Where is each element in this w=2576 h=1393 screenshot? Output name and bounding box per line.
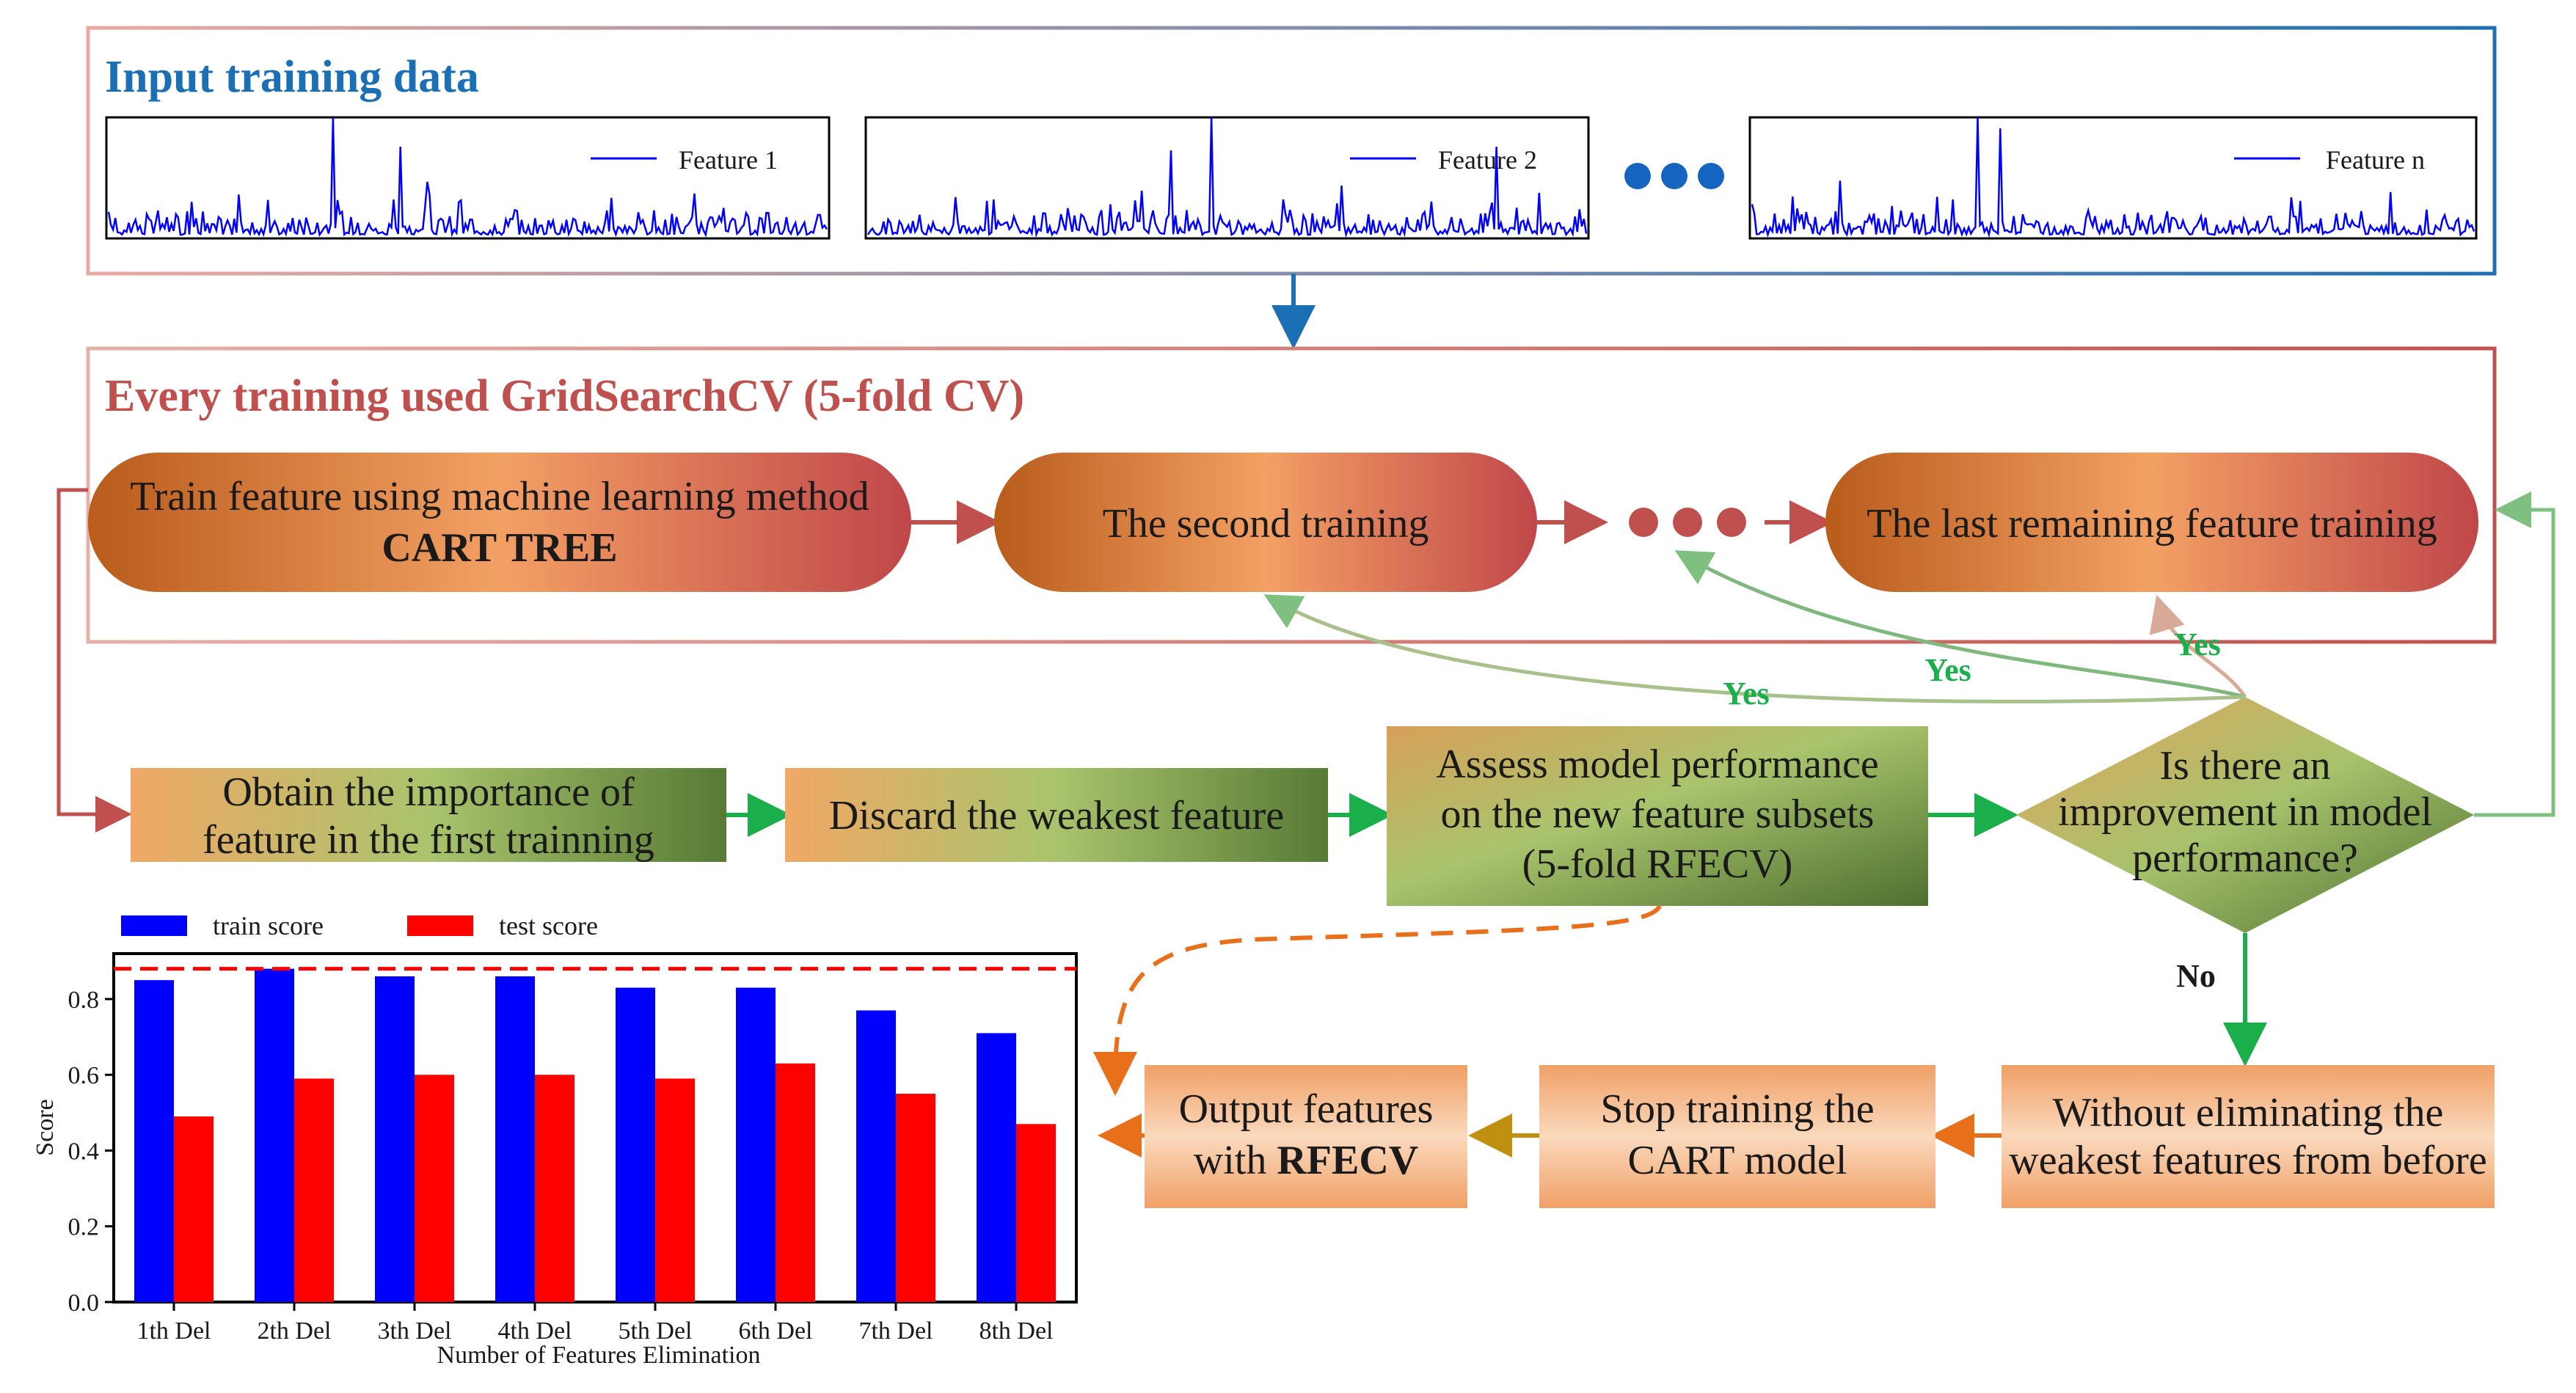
- without-node: Without eliminating the weakest features…: [2002, 1065, 2495, 1208]
- without-line1: Without eliminating the: [2053, 1090, 2444, 1136]
- legend-train-swatch: [121, 915, 187, 936]
- feature-1-legend-label: Feature 1: [679, 145, 778, 175]
- chart-legend: train score test score: [121, 911, 598, 940]
- y-tick-label: 0.6: [68, 1062, 100, 1089]
- train-bar-8: [977, 1033, 1016, 1302]
- yes-to-last-training-arrow: [2149, 594, 2247, 698]
- x-tick-label: 6th Del: [738, 1317, 812, 1345]
- training-section-title: Every training used GridSearchCV (5-fold…: [105, 371, 1024, 421]
- train-bar-6: [736, 987, 776, 1302]
- y-tick-label: 0.2: [68, 1214, 100, 1241]
- x-tick-label: 8th Del: [979, 1317, 1053, 1345]
- importance-line2: feature in the first trainning: [202, 817, 654, 863]
- y-axis-label: Score: [32, 1099, 59, 1155]
- first-training-line2: CART TREE: [382, 525, 617, 571]
- decision-line3: performance?: [2132, 836, 2358, 881]
- no-label: No: [2176, 958, 2216, 994]
- assess-to-chart-dashed-arrow: [1093, 904, 1662, 1096]
- assess-node: Assess model performance on the new feat…: [1387, 726, 1928, 906]
- y-axis-ticks: 0.0 0.2 0.4 0.6 0.8: [68, 987, 114, 1317]
- decision-to-last-training-arrow: [2474, 491, 2555, 817]
- train-bar-4: [495, 976, 535, 1302]
- x-tick-label: 2th Del: [257, 1317, 331, 1345]
- importance-node: Obtain the importance of feature in the …: [131, 768, 726, 863]
- yes-label-2: Yes: [1924, 652, 1971, 688]
- chart-bars: [134, 968, 1056, 1302]
- train-bar-1: [134, 980, 174, 1302]
- decision-line1: Is there an: [2159, 743, 2330, 789]
- test-bar-7: [896, 1094, 935, 1302]
- test-bar-2: [294, 1078, 334, 1302]
- test-bar-4: [535, 1075, 574, 1302]
- first-training-line1: Train feature using machine learning met…: [130, 474, 869, 519]
- x-axis-label: Number of Features Elimination: [437, 1342, 761, 1369]
- train-bar-7: [856, 1010, 896, 1302]
- test-bar-1: [174, 1116, 214, 1302]
- output-line2-prefix: with: [1194, 1138, 1277, 1183]
- training-to-importance-arrow: [56, 488, 132, 833]
- discard-label: Discard the weakest feature: [829, 793, 1284, 838]
- feature-2-legend-label: Feature 2: [1438, 145, 1537, 175]
- first-training-node: Train feature using machine learning met…: [88, 453, 911, 592]
- last-training-label: The last remaining feature training: [1867, 501, 2437, 546]
- test-bar-6: [776, 1063, 815, 1302]
- yes-label-1: Yes: [2174, 626, 2221, 662]
- y-tick-label: 0.4: [68, 1138, 100, 1165]
- x-tick-label: 4th Del: [497, 1317, 572, 1345]
- feature-ellipsis: [1624, 163, 1724, 189]
- feature-n-plot: Feature n: [1748, 116, 2478, 240]
- x-tick-label: 5th Del: [618, 1317, 692, 1345]
- x-tick-label: 1th Del: [136, 1317, 211, 1345]
- train-bar-3: [375, 976, 415, 1302]
- feature-2-signal: [866, 117, 1588, 238]
- feature-1-plot: Feature 1: [105, 116, 831, 240]
- legend-test-label: test score: [499, 911, 598, 940]
- decision-node: Is there an improvement in model perform…: [2016, 697, 2474, 933]
- last-training-node: The last remaining feature training: [1825, 453, 2478, 592]
- test-bar-5: [655, 1078, 695, 1302]
- yes-to-ellipsis-arrow: [1674, 550, 2246, 699]
- train-bar-2: [255, 968, 294, 1302]
- feature-1-signal: [107, 117, 828, 238]
- test-bar-8: [1016, 1124, 1056, 1302]
- feature-2-plot: Feature 2: [864, 116, 1590, 240]
- discard-node: Discard the weakest feature: [785, 768, 1328, 862]
- test-bar-3: [415, 1075, 454, 1302]
- x-tick-label: 3th Del: [377, 1317, 451, 1345]
- second-training-label: The second training: [1103, 501, 1429, 546]
- assess-line2: on the new feature subsets: [1441, 791, 1875, 837]
- second-training-node: The second training: [994, 453, 1537, 592]
- importance-line1: Obtain the importance of: [222, 769, 635, 815]
- training-ellipsis: [1629, 508, 1746, 537]
- input-section-title: Input training data: [105, 52, 479, 102]
- feature-n-signal: [1751, 117, 2475, 238]
- legend-test-swatch: [407, 915, 473, 936]
- output-line2-bold: RFECV: [1277, 1138, 1418, 1183]
- x-axis-ticks: 1th Del 2th Del 3th Del 4th Del 5th Del 6th D…: [136, 1302, 1054, 1345]
- feature-n-legend-label: Feature n: [2326, 145, 2425, 175]
- assess-line1: Assess model performance: [1436, 742, 1878, 787]
- without-line2: weakest features from before: [2009, 1138, 2486, 1183]
- x-tick-label: 7th Del: [858, 1317, 933, 1345]
- training-section: Every training used GridSearchCV (5-fold…: [86, 346, 2497, 644]
- decision-line2: improvement in model: [2058, 789, 2432, 835]
- train-bar-5: [616, 987, 655, 1302]
- y-tick-label: 0.8: [68, 987, 100, 1014]
- stop-line2: CART model: [1628, 1138, 1847, 1183]
- stop-node: Stop training the CART model: [1539, 1065, 1935, 1208]
- yes-to-second-training-arrow: [1263, 594, 2246, 703]
- output-line2: with RFECV: [1194, 1138, 1418, 1183]
- score-chart: train score test score 0.0 0.2 0.4 0.6 0.8 1…: [32, 911, 1078, 1369]
- assess-line3: (5-fold RFECV): [1522, 841, 1793, 887]
- y-tick-label: 0.0: [68, 1290, 100, 1317]
- output-line1: Output features: [1179, 1086, 1434, 1132]
- legend-train-label: train score: [213, 911, 324, 940]
- input-section: Input training data Feature 1 Feature 2 …: [86, 26, 2497, 276]
- stop-line1: Stop training the: [1600, 1086, 1874, 1132]
- yes-label-3: Yes: [1723, 676, 1770, 712]
- output-node: Output features with RFECV: [1145, 1065, 1467, 1208]
